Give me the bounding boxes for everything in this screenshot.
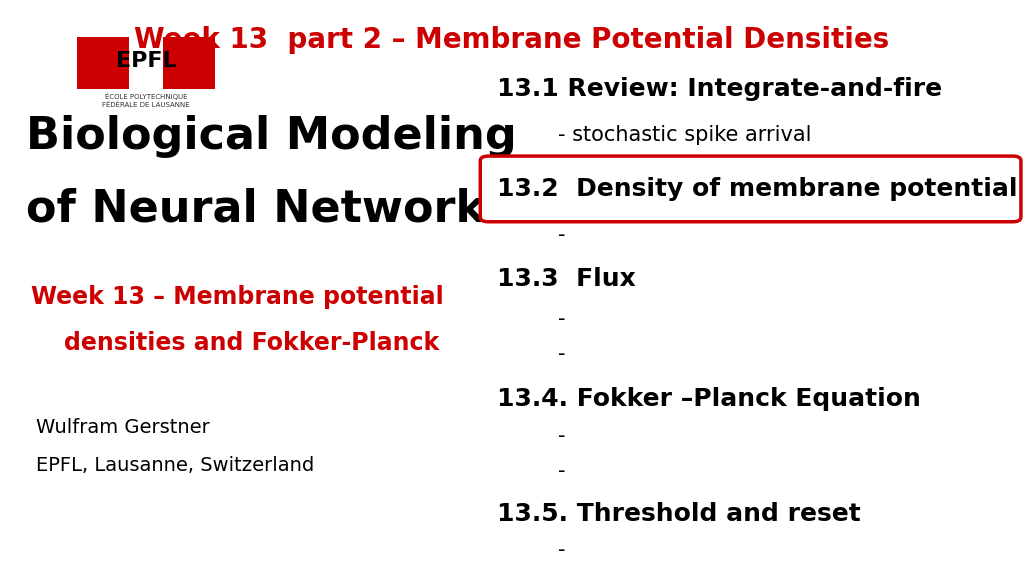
Bar: [163, 37, 215, 89]
Text: -: -: [558, 426, 565, 446]
Text: -: -: [558, 461, 565, 480]
Text: -: -: [558, 344, 565, 364]
Text: Biological Modeling: Biological Modeling: [26, 115, 516, 158]
Text: 13.2  Density of membrane potential: 13.2 Density of membrane potential: [497, 177, 1017, 201]
Text: Week 13 – Membrane potential: Week 13 – Membrane potential: [31, 285, 443, 309]
Bar: [77, 37, 129, 89]
FancyBboxPatch shape: [480, 156, 1021, 222]
Text: ÉCOLE POLYTECHNIQUE
FÉDÉRALE DE LAUSANNE: ÉCOLE POLYTECHNIQUE FÉDÉRALE DE LAUSANNE: [102, 92, 189, 108]
Text: -: -: [558, 225, 565, 245]
Text: -: -: [558, 309, 565, 328]
Text: EPFL: EPFL: [116, 51, 176, 71]
Text: of Neural Networks:: of Neural Networks:: [26, 187, 529, 230]
Text: 13.1 Review: Integrate-and-fire: 13.1 Review: Integrate-and-fire: [497, 77, 942, 101]
Text: 13.4. Fokker –Planck Equation: 13.4. Fokker –Planck Equation: [497, 386, 921, 411]
Text: 13.5. Threshold and reset: 13.5. Threshold and reset: [497, 502, 860, 526]
Text: 13.3  Flux: 13.3 Flux: [497, 267, 635, 291]
Text: Week 13  part 2 – Membrane Potential Densities: Week 13 part 2 – Membrane Potential Dens…: [134, 26, 890, 54]
Text: -: -: [558, 540, 565, 560]
Text: densities and Fokker-Planck: densities and Fokker-Planck: [31, 331, 439, 355]
Text: - stochastic spike arrival: - stochastic spike arrival: [558, 126, 812, 145]
Text: Wulfram Gerstner: Wulfram Gerstner: [36, 418, 210, 437]
Text: EPFL, Lausanne, Switzerland: EPFL, Lausanne, Switzerland: [36, 456, 314, 475]
